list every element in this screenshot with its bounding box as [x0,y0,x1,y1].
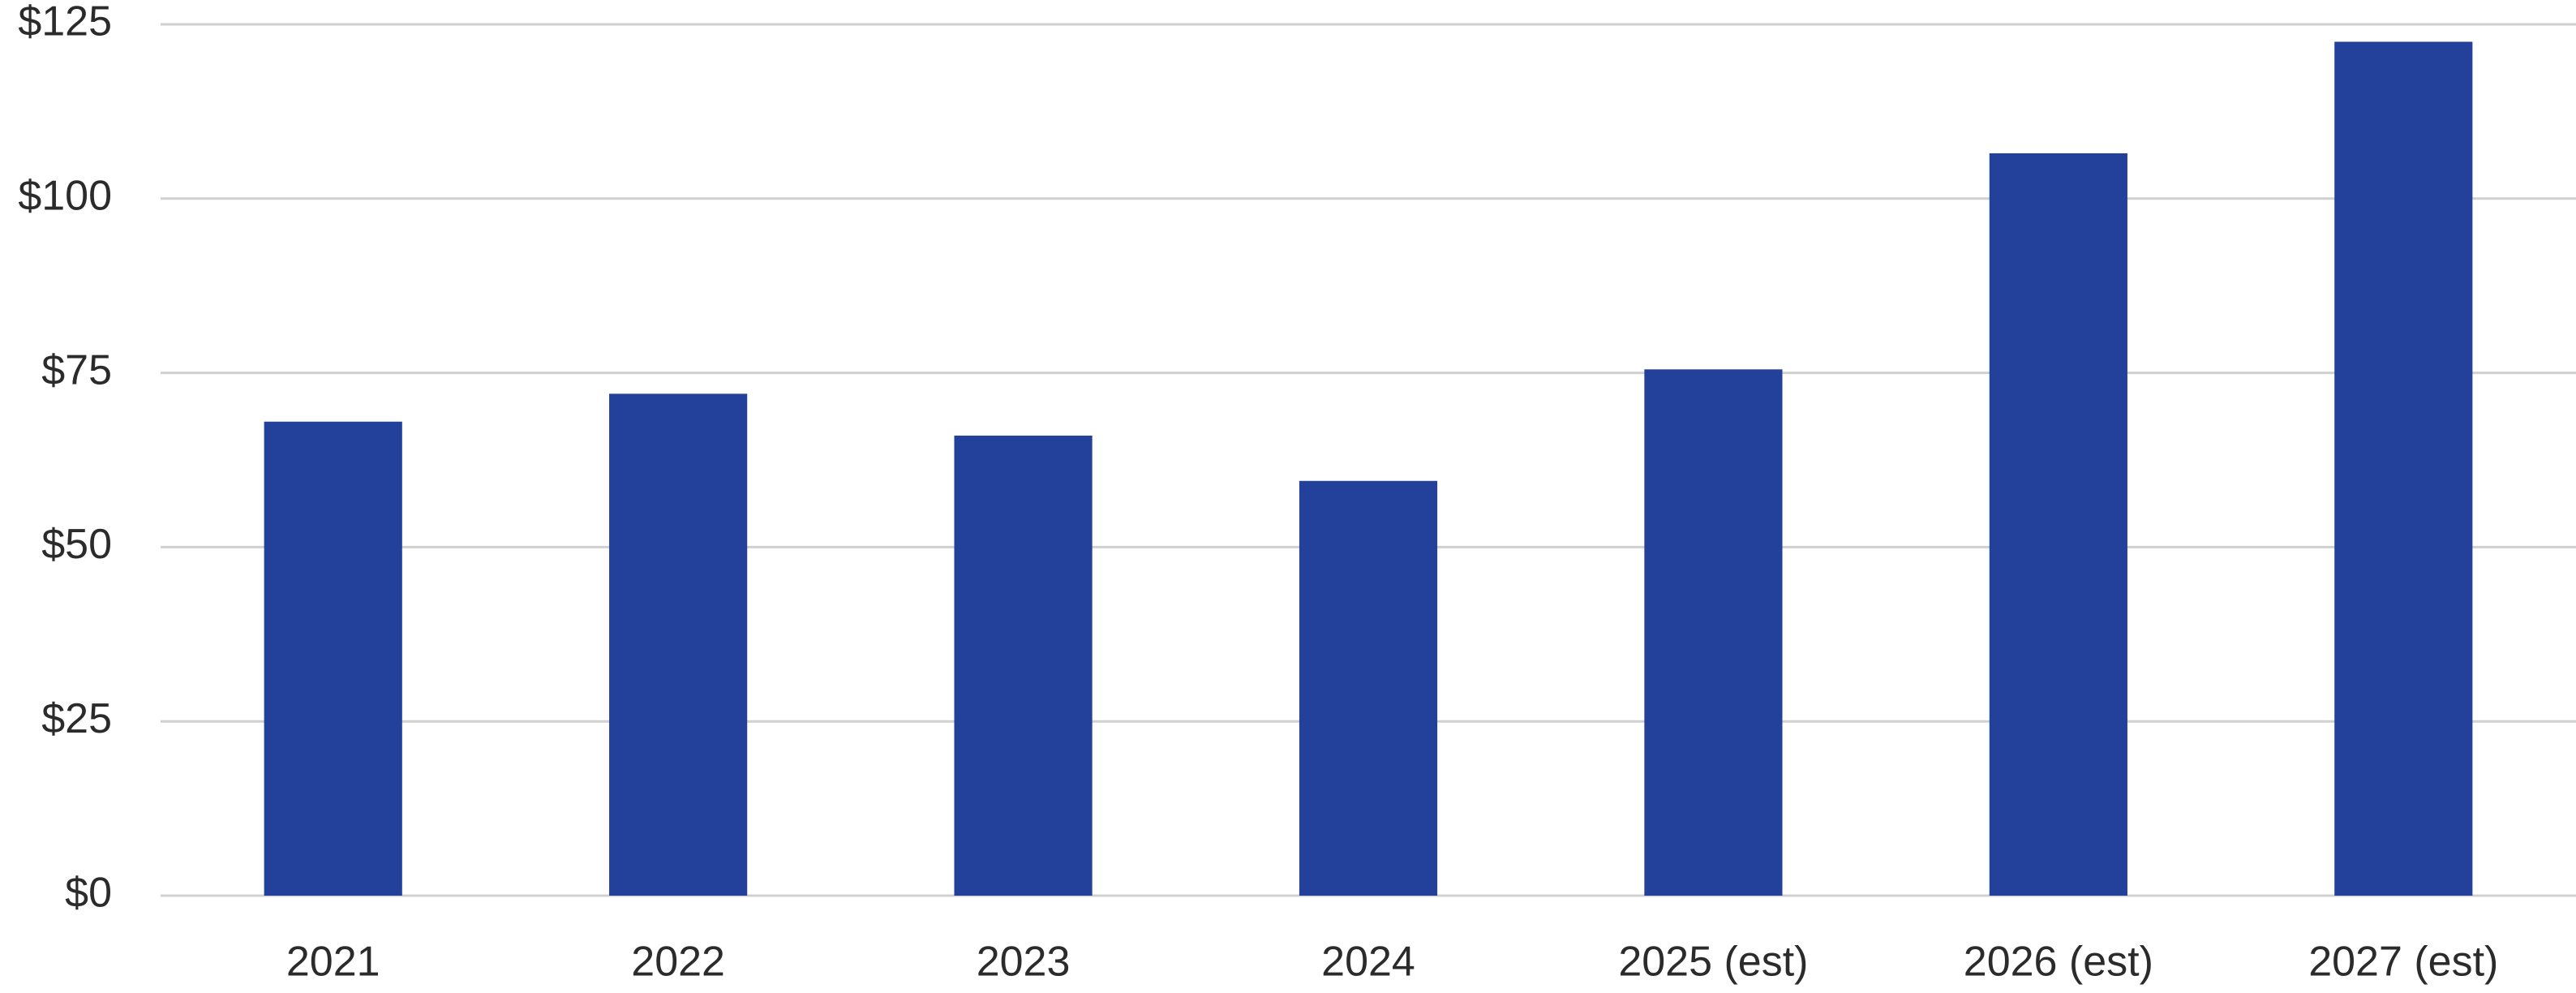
y-tick-label: $75 [41,346,112,393]
bar [954,435,1093,896]
x-tick-label: 2023 [977,939,1071,986]
bar [264,421,402,896]
bar [609,393,748,896]
x-tick-label: 2027 (est) [2308,939,2498,986]
x-tick-label: 2026 (est) [1964,939,2153,986]
bar [1299,480,1438,896]
y-tick-label: $50 [41,521,112,568]
x-tick-label: 2025 (est) [1618,939,1808,986]
bar [2334,41,2473,896]
y-tick-label: $0 [65,870,112,917]
x-tick-label: 2021 [286,939,380,986]
bar [1989,153,2127,896]
x-tick-label: 2024 [1321,939,1415,986]
y-tick-label: $25 [41,695,112,742]
y-tick-label: $125 [18,0,112,45]
x-tick-label: 2022 [631,939,725,986]
bar [1644,369,1783,896]
y-tick-label: $100 [18,173,112,220]
